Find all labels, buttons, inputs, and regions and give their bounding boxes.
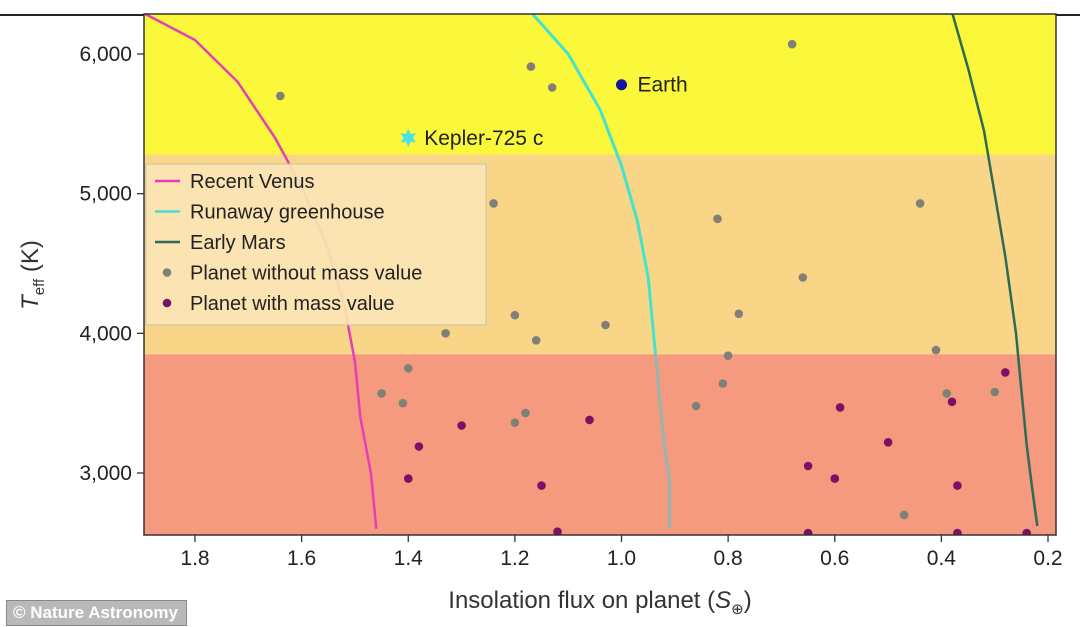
point-with-mass (414, 442, 424, 451)
point-with-mass (803, 461, 813, 471)
band-K (144, 354, 1056, 535)
point-with-mass (1022, 528, 1031, 535)
curve-runaway-greenhouse-lower (653, 354, 671, 529)
legend-label: Runaway greenhouse (190, 202, 385, 224)
legend-box (145, 163, 487, 326)
point-with-mass (457, 421, 466, 430)
point-no-mass (718, 379, 728, 388)
point-no-mass (915, 199, 925, 208)
point-with-mass (803, 528, 813, 535)
earth-marker (616, 79, 627, 91)
x-tick-label: 0.8 (714, 547, 743, 570)
band-F (144, 14, 1056, 155)
kepler-725-c-marker (400, 128, 416, 147)
earth-label: Earth (638, 74, 688, 97)
point-no-mass (734, 309, 744, 319)
point-no-mass (276, 91, 285, 101)
y-tick-label: 6,000 (79, 43, 132, 66)
curve-early-mars (951, 14, 1039, 527)
point-with-mass (404, 474, 413, 483)
point-no-mass (601, 320, 610, 330)
point-no-mass (489, 199, 498, 208)
point-with-mass (947, 397, 957, 407)
x-tick-label: 1.4 (394, 547, 424, 570)
point-no-mass (510, 418, 520, 428)
point-no-mass (531, 336, 541, 345)
point-with-mass (585, 415, 594, 425)
point-no-mass (404, 364, 413, 373)
legend-label: Planet with mass value (190, 293, 395, 315)
x-tick-label: 0.4 (927, 547, 957, 570)
point-no-mass (377, 389, 386, 398)
point-with-mass (1001, 368, 1010, 377)
plot-frame (143, 13, 1057, 536)
legend-swatch-dot (162, 268, 172, 277)
legend-label: Planet without mass value (190, 263, 422, 285)
y-tick-label: 5,000 (79, 183, 132, 206)
point-no-mass (723, 351, 733, 361)
point-no-mass (899, 510, 909, 520)
point-no-mass (787, 39, 797, 49)
legend-label: Early Mars (190, 232, 286, 254)
legend-swatch-dot (162, 298, 172, 308)
x-tick-label: 0.6 (820, 547, 849, 570)
point-with-mass (953, 481, 962, 490)
x-tick-label: 1.6 (287, 547, 316, 570)
x-axis-title: Insolation flux on planet (S⊕) (448, 587, 751, 618)
point-no-mass (713, 214, 722, 224)
y-tick-label: 3,000 (79, 462, 132, 485)
point-no-mass (547, 83, 557, 92)
credit-badge: © Nature Astronomy (6, 600, 187, 626)
y-tick-label: 4,000 (79, 322, 132, 345)
point-with-mass (553, 527, 562, 535)
x-tick-label: 1.2 (500, 547, 529, 570)
point-with-mass (883, 438, 893, 447)
y-axis-title: Teff (K) (17, 240, 48, 310)
kepler-725-c-label: Kepler-725 c (424, 127, 543, 150)
x-tick-label: 1.8 (180, 547, 209, 570)
point-no-mass (691, 401, 701, 411)
legend-label: Recent Venus (190, 171, 315, 193)
point-no-mass (942, 389, 951, 398)
point-with-mass (537, 481, 546, 490)
point-no-mass (798, 273, 808, 282)
point-no-mass (931, 345, 941, 355)
x-tick-label: 0.2 (1033, 547, 1062, 570)
point-no-mass (398, 398, 408, 408)
curve-runaway-greenhouse (530, 14, 657, 355)
point-with-mass (835, 403, 845, 412)
point-no-mass (441, 329, 450, 338)
point-no-mass (526, 62, 536, 71)
point-no-mass (510, 310, 520, 320)
point-with-mass (953, 528, 962, 535)
point-no-mass (521, 408, 530, 418)
point-with-mass (830, 474, 840, 483)
point-no-mass (990, 387, 999, 397)
x-tick-label: 1.0 (607, 547, 636, 570)
